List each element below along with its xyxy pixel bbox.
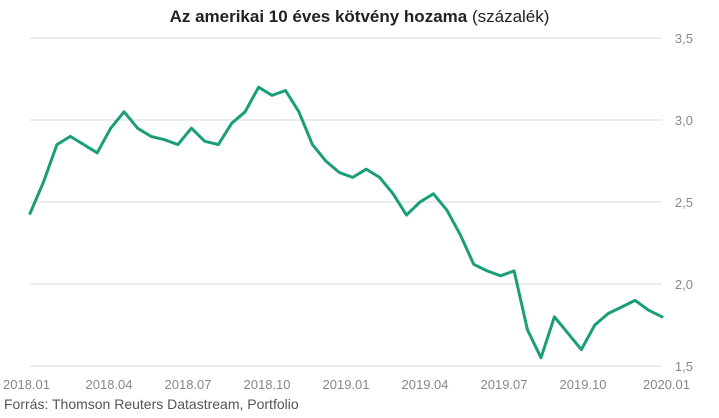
y-tick-label: 3,5 <box>675 31 693 46</box>
series-layer <box>28 85 664 360</box>
chart-title-unit: (százalék) <box>467 7 550 26</box>
x-tick-label: 2019.01 <box>323 377 370 392</box>
x-tick-label: 2018.07 <box>165 377 212 392</box>
chart-title-main: Az amerikai 10 éves kötvény hozama <box>169 7 468 26</box>
series-line <box>28 85 664 360</box>
chart-source: Forrás: Thomson Reuters Datastream, Port… <box>4 396 299 412</box>
chart-title: Az amerikai 10 éves kötvény hozama (száz… <box>0 7 719 27</box>
y-tick-label: 1,5 <box>675 359 693 374</box>
grid-lines <box>30 37 662 367</box>
x-tick-label: 2019.04 <box>402 377 449 392</box>
x-tick-label: 2018.04 <box>86 377 133 392</box>
x-axis-ticks: 2018.01 2018.04 2018.07 2018.10 2019.01 2019.… <box>3 377 690 392</box>
x-tick-label: 2019.07 <box>481 377 528 392</box>
x-tick-label: 2018.10 <box>244 377 291 392</box>
y-tick-label: 2,0 <box>675 277 693 292</box>
x-tick-label: 2020.01 <box>643 377 690 392</box>
x-tick-label: 2019.10 <box>560 377 607 392</box>
y-tick-label: 3,0 <box>675 113 693 128</box>
y-tick-label: 2,5 <box>675 195 693 210</box>
y-axis-ticks: 1,5 2,0 2,5 3,0 3,5 <box>675 31 693 374</box>
x-tick-label: 2018.01 <box>3 377 50 392</box>
